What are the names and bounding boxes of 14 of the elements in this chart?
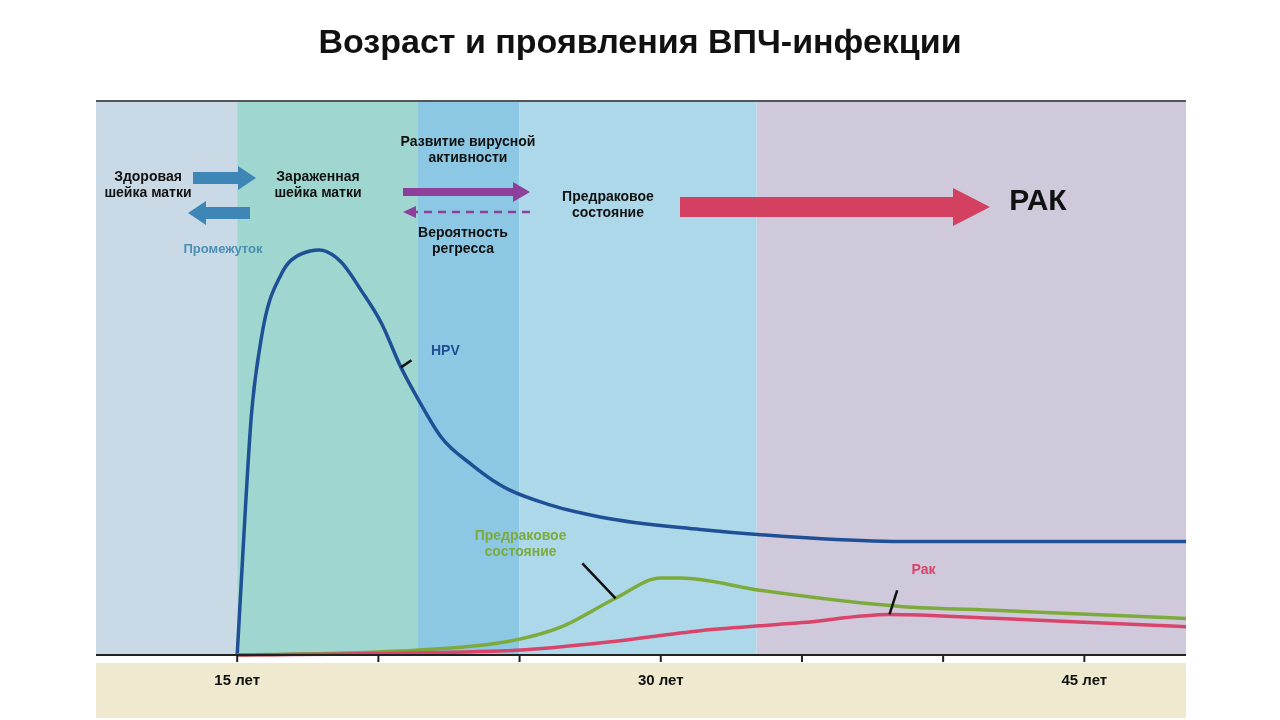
text: Здоровая шейка матки (103, 168, 193, 201)
x-tick-label: 15 лет (214, 670, 261, 688)
text: Зараженная шейка матки (273, 168, 363, 201)
text: HPV (430, 342, 461, 359)
annotation: Промежуток (182, 241, 264, 257)
x-tick-label: 30 лет (637, 670, 684, 688)
text: Рак (911, 561, 937, 578)
text: Предраковое состояние (474, 527, 567, 560)
text: Развитие вирусной активности (399, 133, 537, 166)
text: Предраковое состояние (561, 188, 655, 221)
text: РАК (1008, 183, 1068, 218)
chart-title: Возраст и проявления ВПЧ-инфекции (317, 22, 963, 61)
annotation: Вероятность регресса (417, 224, 509, 257)
x-tick-label: 45 лет (1061, 670, 1108, 688)
